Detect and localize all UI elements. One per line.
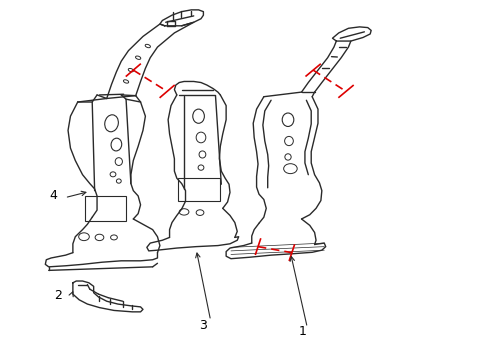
Text: 4: 4 [49,189,58,202]
Text: 3: 3 [199,319,207,332]
Text: 1: 1 [298,325,306,338]
Text: 2: 2 [54,289,62,302]
